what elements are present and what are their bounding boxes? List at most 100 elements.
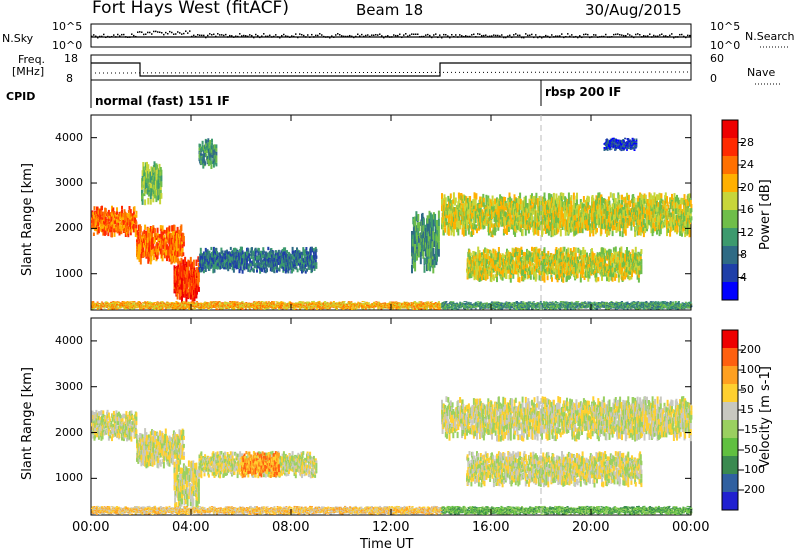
nsky-point <box>281 35 283 37</box>
nsky-point <box>245 35 247 37</box>
nsky-point <box>379 33 381 35</box>
data-cell <box>240 267 242 271</box>
nsky-point <box>413 34 415 36</box>
data-cell <box>140 258 142 264</box>
nsky-point <box>587 34 589 36</box>
data-cell <box>193 260 195 266</box>
nsky-point <box>203 35 205 37</box>
data-cell <box>209 140 211 144</box>
nsky-point <box>471 34 473 36</box>
nsky-point <box>579 35 581 37</box>
data-cell <box>116 207 118 211</box>
data-cell <box>153 255 155 260</box>
data-cell <box>205 140 207 143</box>
data-cell <box>179 252 181 256</box>
data-cell <box>120 231 122 235</box>
data-cell <box>200 248 202 252</box>
nsky-point <box>481 35 483 37</box>
nsky-point <box>361 34 363 36</box>
data-cell <box>292 268 294 271</box>
data-cell <box>177 293 179 299</box>
nsky-point <box>637 33 639 35</box>
nsky-point <box>671 33 673 35</box>
data-cell <box>242 270 244 274</box>
data-cell <box>247 248 249 252</box>
nsky-point <box>223 35 225 37</box>
data-cell <box>137 232 139 237</box>
nsky-point <box>143 34 145 36</box>
nsky-point <box>311 34 313 36</box>
nsky-point <box>303 35 305 37</box>
data-cell <box>198 277 200 282</box>
nsky-point <box>371 34 373 36</box>
data-cell <box>160 181 162 187</box>
nsky-point <box>151 33 153 35</box>
nsky-point <box>163 34 165 36</box>
nsky-point <box>405 33 407 35</box>
nsky-point <box>395 35 397 37</box>
data-cell <box>105 208 107 213</box>
data-cell <box>229 266 231 269</box>
nsky-point <box>185 30 187 32</box>
power-data <box>91 138 692 310</box>
nsky-point <box>399 34 401 36</box>
nsky-point <box>103 34 105 36</box>
nsky-point <box>367 34 369 36</box>
data-cell <box>130 229 132 232</box>
data-cell <box>174 225 176 231</box>
data-cell <box>150 199 152 205</box>
nsky-point <box>217 33 219 35</box>
nsky-point <box>477 33 479 35</box>
nsky-point <box>613 34 615 36</box>
data-cell <box>119 216 121 219</box>
data-cell <box>304 254 306 257</box>
nsky-point <box>451 34 453 36</box>
nsky-point <box>661 33 663 35</box>
data-cell <box>203 270 205 274</box>
nsky-point <box>501 34 503 36</box>
nsky-point <box>357 34 359 36</box>
data-cell <box>222 250 224 253</box>
data-cell <box>113 225 115 229</box>
data-cell <box>311 268 313 272</box>
data-cell <box>130 209 132 213</box>
data-cell <box>190 257 192 264</box>
nsky-point <box>299 33 301 35</box>
data-cell <box>315 256 317 259</box>
nsky-point <box>201 35 203 37</box>
data-cell <box>122 217 124 220</box>
nsky-point <box>229 35 231 37</box>
nsky-point <box>483 35 485 37</box>
nsky-point <box>627 33 629 35</box>
data-cell <box>233 269 235 273</box>
data-cell <box>182 252 184 256</box>
nsky-point <box>595 34 597 36</box>
nsky-point <box>219 34 221 36</box>
data-cell <box>144 225 146 230</box>
data-cell <box>154 161 156 167</box>
data-cell <box>135 211 137 215</box>
freq-trace <box>91 63 691 76</box>
nsky-point <box>145 33 147 35</box>
data-cell <box>207 249 209 252</box>
nsky-point <box>433 34 435 36</box>
data-cell <box>164 230 166 234</box>
data-cell <box>267 247 269 250</box>
nsky-point <box>455 34 457 36</box>
nsky-point <box>339 34 341 36</box>
nsky-point <box>551 34 553 36</box>
data-cell <box>242 250 244 254</box>
nsky-point <box>301 34 303 36</box>
data-cell <box>157 228 159 233</box>
nsky-point <box>175 33 177 35</box>
nsky-point <box>209 33 211 35</box>
nsky-point <box>659 34 661 36</box>
nsky-point <box>585 33 587 35</box>
nsky-point <box>623 35 625 37</box>
nsky-point <box>625 35 627 37</box>
nsky-point <box>365 35 367 37</box>
data-cell <box>249 254 251 257</box>
data-cell <box>284 247 286 251</box>
data-cell <box>100 210 102 214</box>
nsky-point <box>619 34 621 36</box>
